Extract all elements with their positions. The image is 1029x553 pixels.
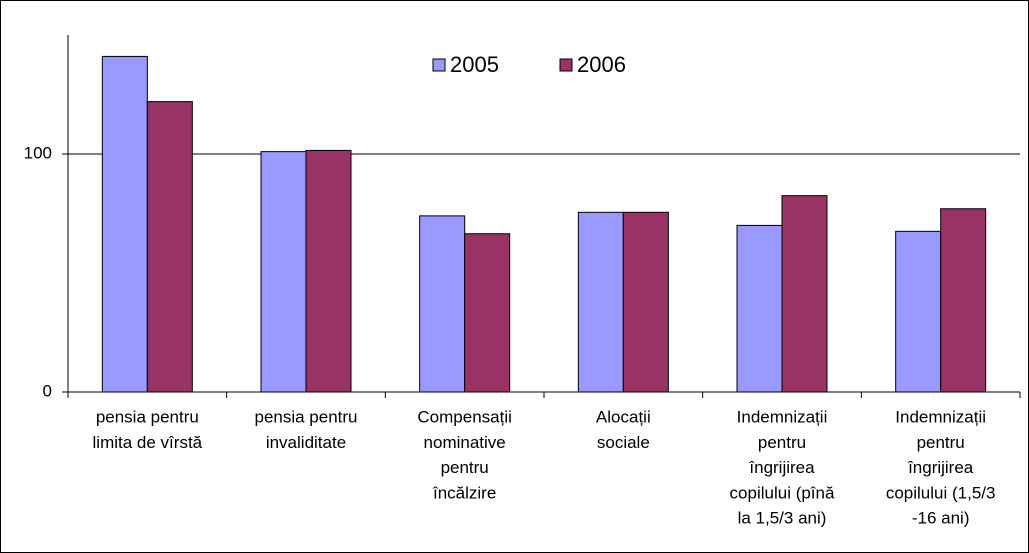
x-tick-label: Indemnizații: [895, 407, 986, 426]
x-tick-label: copilului (1,5/3: [886, 483, 996, 502]
bar: [895, 230, 942, 393]
bar: [736, 224, 783, 393]
x-tick-label: Alocații: [596, 407, 651, 426]
x-tick-label: pensia pentru: [96, 407, 199, 426]
legend-swatch: [432, 58, 446, 72]
y-tick-label: 0: [43, 381, 52, 400]
x-tick-label: -16 ani): [912, 509, 970, 528]
legend-swatch: [559, 58, 573, 72]
x-tick-label: Indemnizații: [737, 407, 828, 426]
x-tick-label: pentru: [758, 433, 806, 452]
bar: [577, 211, 624, 393]
x-tick-label: Compensații: [417, 407, 512, 426]
x-tick-label: îngrijirea: [907, 458, 974, 477]
x-tick-label: limita de vîrstă: [93, 433, 203, 452]
x-tick-label: pentru: [917, 433, 965, 452]
bar: [101, 55, 148, 393]
x-tick-label: invaliditate: [266, 433, 346, 452]
y-tick-label: 100: [24, 143, 52, 162]
bar: [419, 215, 466, 393]
bar: [260, 151, 307, 393]
bar: [622, 211, 669, 393]
bar: [305, 149, 352, 393]
x-tick-label: îngrijirea: [748, 458, 815, 477]
bar: [146, 101, 193, 393]
x-tick-label: copilului (pînă: [730, 483, 835, 502]
x-tick-label: nominative: [424, 433, 506, 452]
legend-label: 2005: [450, 52, 499, 77]
x-tick-label: încălzire: [432, 483, 496, 502]
x-tick-label: sociale: [597, 433, 650, 452]
bar: [464, 233, 511, 393]
x-tick-label: pensia pentru: [254, 407, 357, 426]
bar: [940, 208, 987, 393]
x-tick-label: pentru: [441, 458, 489, 477]
legend-label: 2006: [577, 52, 626, 77]
x-tick-label: la 1,5/3 ani): [738, 509, 827, 528]
bar: [781, 195, 828, 393]
